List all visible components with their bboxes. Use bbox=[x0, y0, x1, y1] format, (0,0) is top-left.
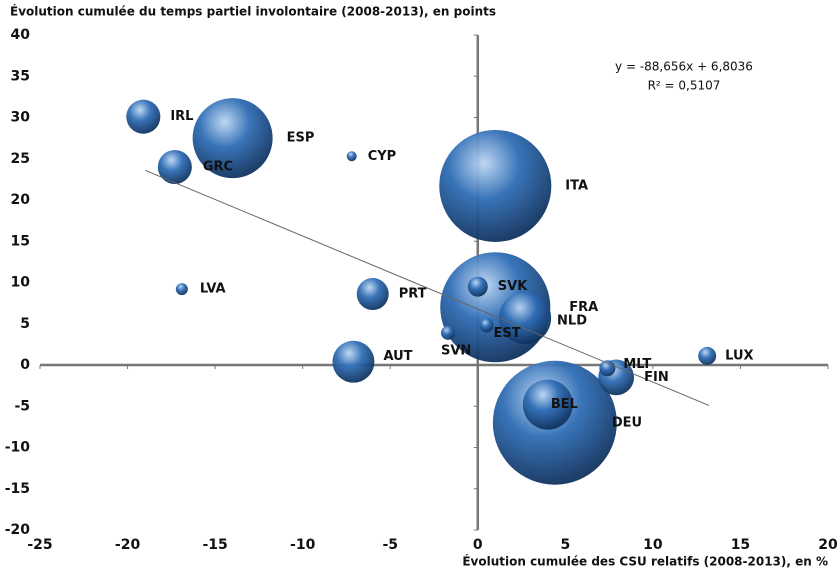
x-tick-label: -10 bbox=[290, 537, 316, 553]
y-tick-label: 5 bbox=[20, 316, 30, 332]
bubble-label: FIN bbox=[644, 370, 669, 385]
bubble-label: ITA bbox=[565, 178, 588, 193]
bubble-label: BEL bbox=[551, 397, 578, 412]
y-tick-label: 15 bbox=[11, 233, 30, 249]
y-tick-label: 30 bbox=[11, 110, 31, 126]
y-tick-label: 25 bbox=[11, 151, 30, 167]
x-tick-label: 10 bbox=[643, 537, 663, 553]
x-tick-label: -5 bbox=[382, 537, 398, 553]
bubble-label: AUT bbox=[383, 349, 412, 364]
bubble bbox=[126, 99, 161, 134]
bubble bbox=[698, 346, 717, 365]
x-tick-label: 5 bbox=[560, 537, 570, 553]
bubble bbox=[522, 379, 573, 430]
bubble bbox=[346, 151, 357, 162]
x-tick-label: 0 bbox=[473, 537, 483, 553]
bubble-label: SVK bbox=[498, 279, 528, 294]
bubble-label: IRL bbox=[170, 109, 193, 124]
bubble bbox=[441, 325, 456, 340]
y-tick-label: 40 bbox=[11, 27, 31, 43]
y-tick-label: 0 bbox=[20, 357, 30, 373]
x-tick-label: 15 bbox=[731, 537, 750, 553]
bubble bbox=[498, 291, 552, 345]
bubble bbox=[356, 278, 389, 311]
bubble-label: LVA bbox=[200, 282, 226, 297]
y-tick-label: 35 bbox=[11, 68, 30, 84]
equation: y = -88,656x + 6,8036 bbox=[615, 60, 753, 74]
x-tick-label: -25 bbox=[27, 537, 52, 553]
x-tick-label: -15 bbox=[202, 537, 227, 553]
r-squared: R² = 0,5107 bbox=[648, 79, 721, 93]
bubble-label: EST bbox=[494, 326, 521, 341]
y-tick-label: -10 bbox=[5, 440, 31, 456]
y-tick-label: -20 bbox=[5, 522, 31, 538]
bubble bbox=[192, 98, 273, 179]
bubble bbox=[467, 276, 488, 297]
bubble-label: CYP bbox=[368, 149, 396, 164]
bubble bbox=[439, 129, 552, 243]
bubble-label: GRC bbox=[203, 160, 233, 175]
chart-title: Évolution cumulée du temps partiel invol… bbox=[10, 4, 496, 19]
y-tick-label: -5 bbox=[14, 398, 30, 414]
bubble bbox=[332, 340, 375, 383]
bubble bbox=[175, 283, 188, 296]
x-tick-label: -20 bbox=[115, 537, 141, 553]
bubble bbox=[479, 318, 494, 333]
bubble-label: DEU bbox=[612, 415, 642, 430]
bubble bbox=[157, 149, 192, 185]
y-tick-label: -15 bbox=[5, 481, 30, 497]
bubble-label: NLD bbox=[557, 313, 587, 328]
bubble-label: ESP bbox=[287, 131, 315, 146]
bubble-label: MLT bbox=[623, 357, 651, 372]
bubble-label: FRA bbox=[569, 300, 598, 315]
x-axis-label: Évolution cumulée des CSU relatifs (2008… bbox=[462, 554, 828, 569]
x-tick-label: 20 bbox=[818, 537, 838, 553]
bubble-label: SVN bbox=[441, 343, 471, 358]
bubble-label: PRT bbox=[399, 287, 427, 302]
y-tick-label: 10 bbox=[11, 275, 31, 291]
bubble-label: LUX bbox=[725, 348, 753, 363]
trendline bbox=[144, 169, 710, 406]
y-tick-label: 20 bbox=[11, 192, 31, 208]
